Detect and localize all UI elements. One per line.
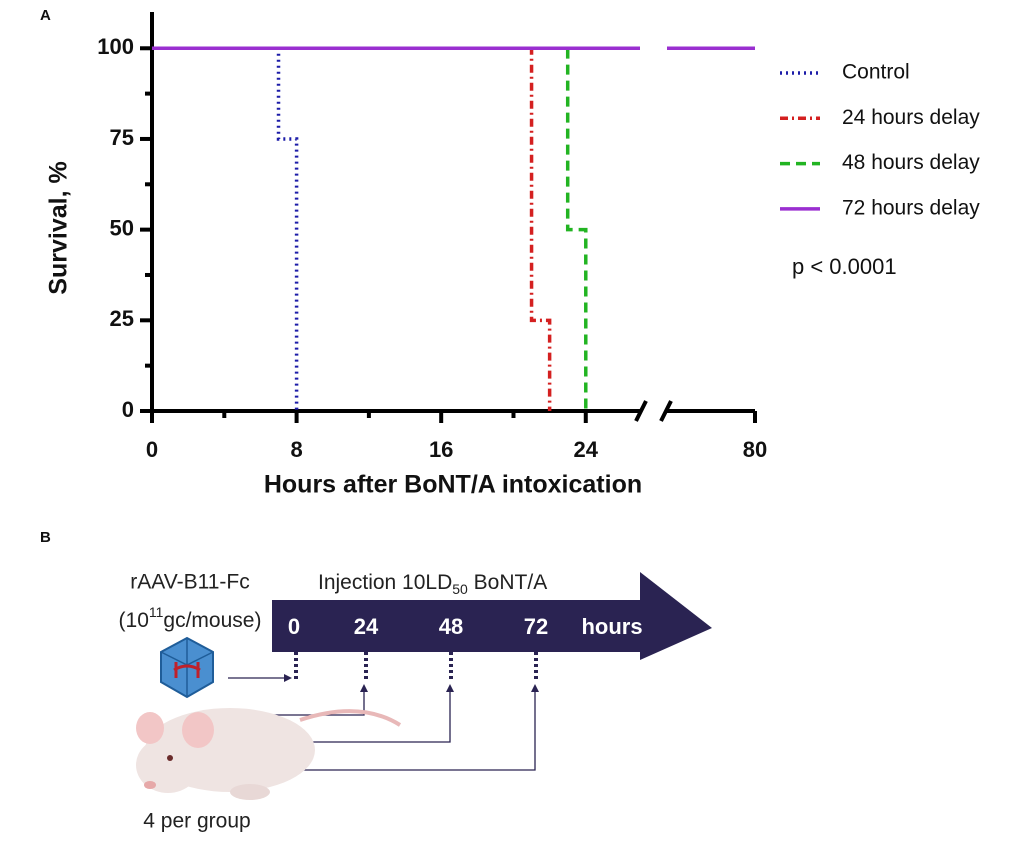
axis-break (634, 400, 648, 422)
mouse-icon (136, 708, 402, 800)
time-label: 24 (354, 614, 379, 639)
p-value: p < 0.0001 (792, 254, 897, 279)
virus-icon (160, 636, 214, 699)
group-label: 4 per group (143, 810, 250, 833)
time-label: 0 (288, 614, 300, 639)
x-tick-label: 16 (429, 437, 453, 462)
x-tick-label: 8 (290, 437, 302, 462)
injection-label: Injection 10LD50 BoNT/A (318, 571, 547, 597)
y-axis-title: Survival, % (45, 161, 73, 294)
y-tick-label: 25 (110, 306, 134, 331)
legend-label: Control (842, 61, 910, 84)
x-tick-label: 24 (574, 437, 599, 462)
axis-break (659, 400, 673, 422)
timeline-arrow (272, 572, 712, 660)
time-unit: hours (581, 614, 642, 639)
survival-line (152, 46, 552, 411)
survival-line (152, 46, 588, 411)
y-tick-label: 75 (110, 125, 134, 150)
survival-line (152, 46, 299, 411)
legend-label: 48 hours delay (842, 151, 980, 174)
panel-label: B (40, 529, 51, 546)
y-tick-label: 100 (97, 34, 134, 59)
dose-label: (1011gc/mouse) (119, 604, 262, 632)
x-tick-label: 0 (146, 437, 158, 462)
x-axis-title: Hours after BoNT/A intoxication (264, 471, 642, 499)
legend-label: 72 hours delay (842, 196, 980, 219)
vector-label: rAAV-B11-Fc (130, 571, 249, 594)
time-markers (294, 652, 538, 680)
time-label: 72 (524, 614, 548, 639)
panel-label: A (40, 7, 51, 24)
y-tick-label: 0 (122, 397, 134, 422)
arrowheads (284, 674, 539, 692)
y-tick-label: 50 (110, 215, 134, 240)
x-tick-label: 80 (743, 437, 767, 462)
time-label: 48 (439, 614, 463, 639)
legend-label: 24 hours delay (842, 106, 980, 129)
